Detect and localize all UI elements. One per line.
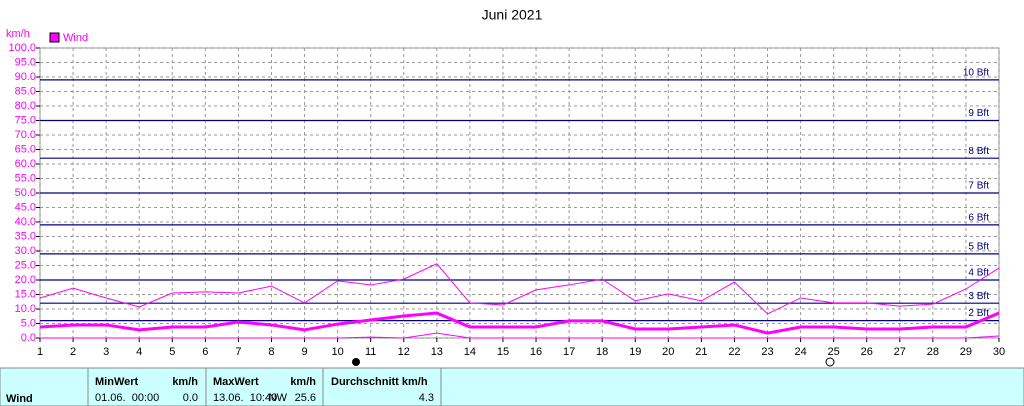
x-tick-label: 19 xyxy=(629,346,641,358)
y-tick-label: 60.0 xyxy=(15,158,36,170)
x-tick-label: 5 xyxy=(169,346,175,358)
x-tick-label: 22 xyxy=(728,346,740,358)
x-tick-label: 25 xyxy=(828,346,840,358)
table-bg xyxy=(0,367,1024,406)
y-tick-label: 25.0 xyxy=(15,259,36,271)
y-axis-label: km/h xyxy=(6,28,30,40)
max-time: 13.06. 10:40 xyxy=(213,392,277,404)
y-tick-label: 45.0 xyxy=(15,201,36,213)
beaufort-label: 8 Bft xyxy=(968,146,989,157)
x-tick-label: 14 xyxy=(464,346,476,358)
beaufort-label: 7 Bft xyxy=(968,181,989,192)
y-tick-label: 50.0 xyxy=(15,187,36,199)
y-tick-label: 100.0 xyxy=(8,42,36,54)
new-moon-icon xyxy=(825,357,835,367)
x-tick-label: 12 xyxy=(398,346,410,358)
series-line xyxy=(39,263,1000,315)
full-moon-icon xyxy=(352,358,360,366)
y-tick-label: 40.0 xyxy=(15,216,36,228)
min-value: 0.0 xyxy=(183,392,198,404)
x-tick-label: 4 xyxy=(136,346,142,358)
x-tick-label: 30 xyxy=(993,346,1005,358)
y-tick-label: 80.0 xyxy=(15,100,36,112)
x-tick-label: 8 xyxy=(268,346,274,358)
table-header: Durchschnitt km/h xyxy=(331,376,428,388)
x-tick-label: 17 xyxy=(563,346,575,358)
x-tick-label: 3 xyxy=(103,346,109,358)
chart-title: Juni 2021 xyxy=(482,7,543,23)
row-label: Wind xyxy=(6,393,33,405)
y-tick-label: 65.0 xyxy=(15,143,36,155)
x-tick-label: 29 xyxy=(960,346,972,358)
beaufort-label: 5 Bft xyxy=(968,242,989,253)
x-tick-label: 1 xyxy=(37,346,43,358)
y-tick-label: 0.0 xyxy=(21,332,36,344)
y-tick-label: 85.0 xyxy=(15,85,36,97)
beaufort-label: 3 Bft xyxy=(968,291,989,302)
legend-label: Wind xyxy=(63,32,88,44)
x-tick-label: 13 xyxy=(431,346,443,358)
x-tick-label: 27 xyxy=(894,346,906,358)
beaufort-label: 6 Bft xyxy=(968,213,989,224)
series-line xyxy=(40,332,1000,339)
y-tick-label: 30.0 xyxy=(15,245,36,257)
y-tick-label: 5.0 xyxy=(21,317,36,329)
x-tick-label: 10 xyxy=(331,346,343,358)
max-value: 25.6 xyxy=(295,392,316,404)
y-tick-label: 55.0 xyxy=(15,172,36,184)
avg-value: 4.3 xyxy=(419,392,434,404)
x-tick-label: 18 xyxy=(596,346,608,358)
table-header: MaxWert xyxy=(213,376,259,388)
x-tick-label: 11 xyxy=(365,346,376,358)
beaufort-label: 4 Bft xyxy=(968,268,989,279)
x-tick-label: 23 xyxy=(761,346,773,358)
y-tick-label: 20.0 xyxy=(15,274,36,286)
x-tick-label: 28 xyxy=(927,346,939,358)
y-tick-label: 15.0 xyxy=(15,288,36,300)
x-tick-label: 21 xyxy=(695,346,707,358)
beaufort-label: 2 Bft xyxy=(968,308,989,319)
y-tick-label: 10.0 xyxy=(15,303,36,315)
beaufort-label: 10 Bft xyxy=(963,68,989,79)
y-tick-label: 75.0 xyxy=(15,114,36,126)
y-tick-label: 35.0 xyxy=(15,230,36,242)
y-tick-label: 95.0 xyxy=(15,56,36,68)
x-tick-label: 20 xyxy=(662,346,674,358)
x-tick-label: 15 xyxy=(497,346,509,358)
x-tick-label: 7 xyxy=(235,346,241,358)
max-direction: NW xyxy=(269,392,288,404)
x-tick-label: 2 xyxy=(70,346,76,358)
x-tick-label: 16 xyxy=(530,346,542,358)
x-tick-label: 24 xyxy=(794,346,806,358)
x-tick-label: 9 xyxy=(301,346,307,358)
y-tick-label: 90.0 xyxy=(15,71,36,83)
series-line xyxy=(39,311,1000,335)
table-header: MinWert xyxy=(95,376,139,388)
x-tick-label: 26 xyxy=(861,346,873,358)
beaufort-label: 9 Bft xyxy=(968,108,989,119)
x-tick-label: 6 xyxy=(202,346,208,358)
min-time: 01.06. 00:00 xyxy=(95,392,159,404)
table-header: km/h xyxy=(172,376,198,388)
y-tick-label: 70.0 xyxy=(15,129,36,141)
table-header: km/h xyxy=(290,376,316,388)
plot: 0.0 5.0 10.0 15.0 20.0 25.0 30.0 35.0 40.0 45.0 50… xyxy=(8,32,1005,358)
legend-swatch xyxy=(49,32,60,43)
